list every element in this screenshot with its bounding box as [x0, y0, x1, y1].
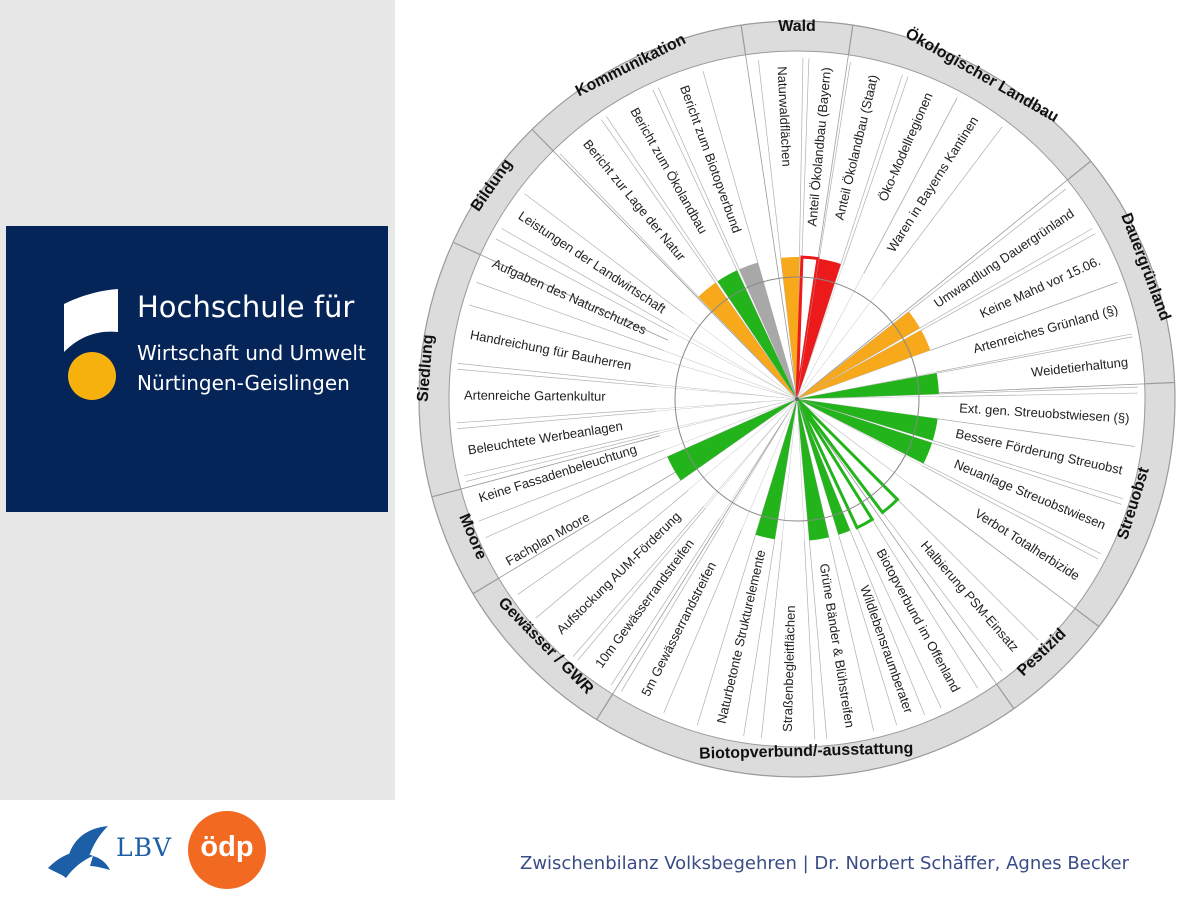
measure-status-wedge [797, 399, 933, 464]
university-logo [6, 226, 388, 512]
logo-title-line3: Nürtingen-Geislingen [137, 371, 350, 395]
category-separator [996, 683, 1015, 709]
measure-status-wedge [795, 397, 900, 515]
measure-spoke [517, 398, 798, 595]
category-boundary [552, 150, 798, 400]
measure-spoke [663, 398, 798, 714]
category-separator [472, 577, 500, 595]
measure-status-wedge [797, 373, 939, 399]
measure-spoke [796, 398, 1135, 447]
measure-spoke [796, 76, 909, 400]
measure-status-wedge [698, 282, 797, 399]
wheel-center [795, 397, 799, 401]
category-separator [531, 128, 554, 152]
measure-status-wedge [797, 399, 829, 541]
category-boundary [796, 179, 1068, 400]
measure-spoke [606, 116, 798, 400]
measure-spoke [657, 87, 798, 400]
measure-status-wedge [655, 359, 797, 399]
measure-spoke [495, 238, 798, 400]
measure-status-wedge [795, 255, 820, 400]
category-separator [1067, 160, 1092, 181]
category-label: Biotopverbund/-ausstattung [699, 740, 914, 763]
measure-status-wedge [655, 386, 797, 409]
measure-status-wedge [755, 399, 797, 540]
category-separator [1074, 607, 1100, 627]
measure-label: Artenreiche Gartenkultur [464, 388, 606, 404]
measure-status-wedge [797, 264, 864, 399]
measure-spoke [796, 74, 903, 400]
odp-logo-text: ödp [200, 831, 254, 863]
measure-spoke [469, 304, 798, 400]
measure-spoke [796, 398, 926, 716]
measure-status-wedge [797, 258, 841, 399]
measure-spoke [796, 333, 1132, 400]
logo-title-line1: Hochschule für [137, 290, 355, 324]
lbv-logo-text: LBV [116, 833, 173, 862]
measure-label: Naturwaldflächen [775, 66, 795, 167]
measure-status-wedge [723, 399, 797, 530]
lbv-bird-icon [48, 826, 110, 878]
measure-spoke [796, 398, 1070, 605]
measure-status-wedge [739, 262, 797, 399]
measure-spoke [796, 398, 875, 732]
measure-spoke [501, 228, 798, 400]
status-ring [674, 276, 920, 522]
measure-status-wedge [797, 399, 938, 441]
measure-spoke [478, 398, 798, 522]
measure-spoke [796, 392, 1138, 400]
measure-spoke [476, 282, 798, 400]
measure-status-wedge [667, 399, 797, 481]
measure-status-wedge [797, 399, 923, 485]
university-logo-mark [64, 289, 118, 400]
odp-logo [188, 811, 266, 889]
measure-status-wedge [663, 332, 797, 399]
measure-spoke [796, 398, 816, 740]
measure-status-wedge [674, 313, 797, 399]
measure-spoke [621, 398, 798, 692]
measure-status-wedge [797, 350, 937, 399]
logo-title-line2: Wirtschaft und Umwelt [137, 341, 366, 365]
measure-spoke [796, 228, 1093, 400]
measure-status-wedge [655, 399, 797, 431]
measure-spoke [796, 233, 1096, 400]
measure-status-wedge [782, 399, 805, 541]
measure-status-wedge [780, 257, 800, 399]
measure-spoke [573, 398, 798, 657]
category-label: Siedlung [415, 334, 438, 403]
measure-spoke [524, 193, 798, 400]
measure-label: Straßenbegleitflächen [780, 605, 798, 732]
measure-status-wedge [717, 270, 797, 399]
footer-caption: Zwischenbilanz Volksbegehren | Dr. Norbe… [520, 853, 1129, 874]
category-separator [1144, 381, 1175, 385]
measure-status-wheel: Wald Ökologischer LandbauDauergrünlandStr… [415, 18, 1176, 778]
measure-status-wedge [797, 311, 920, 399]
measure-status-wedge [659, 399, 797, 450]
category-separator [596, 693, 614, 720]
measure-status-wedge [795, 398, 875, 530]
category-boundary [796, 398, 997, 685]
measure-spoke [796, 336, 1133, 400]
measure-spoke [796, 398, 1101, 555]
category-boundary [745, 54, 798, 400]
measure-status-wedge [688, 399, 797, 507]
category-separator [847, 25, 854, 55]
measure-status-wedge [797, 330, 931, 399]
measure-status-wedge [797, 399, 851, 535]
measure-status-wedge [705, 399, 797, 519]
measure-status-wedge [797, 273, 883, 399]
category-label: Wald [778, 18, 816, 35]
measure-spoke [457, 368, 798, 400]
category-boundary [612, 398, 798, 695]
category-separator [452, 241, 481, 256]
measure-spoke [464, 398, 798, 477]
category-separator [740, 25, 747, 55]
category-separator [431, 488, 462, 498]
measure-status-wedge [797, 396, 939, 419]
